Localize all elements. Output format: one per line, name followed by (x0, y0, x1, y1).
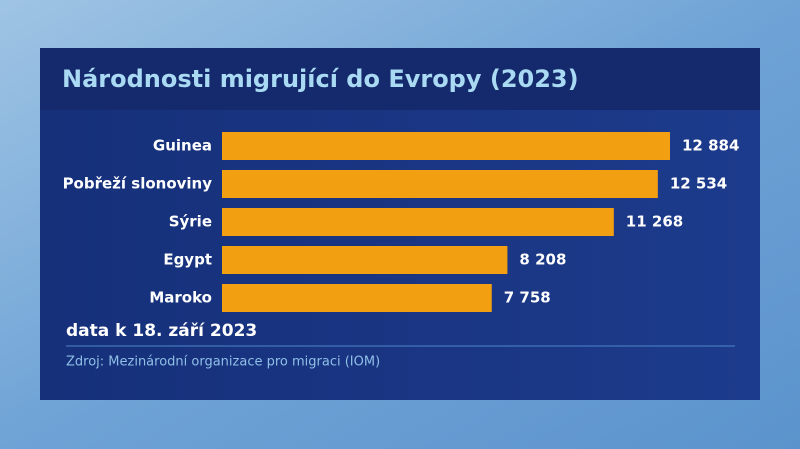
value-label: 12 884 (682, 137, 739, 155)
category-label: Guinea (153, 137, 212, 155)
value-label: 8 208 (519, 251, 566, 269)
bar (222, 208, 614, 236)
chart-title: Národnosti migrující do Evropy (2023) (62, 65, 579, 93)
note: data k 18. září 2023 (66, 321, 257, 341)
category-label: Pobřeží slonoviny (63, 175, 213, 193)
source: Zdroj: Mezinárodní organizace pro migrac… (66, 355, 380, 370)
bar (222, 170, 658, 198)
value-label: 12 534 (670, 175, 727, 193)
bar (222, 132, 670, 160)
title-band (40, 48, 760, 110)
value-label: 7 758 (504, 289, 551, 307)
value-label: 11 268 (626, 213, 683, 231)
bar (222, 284, 492, 312)
category-label: Egypt (163, 251, 212, 269)
bar (222, 246, 508, 274)
category-label: Sýrie (169, 213, 212, 231)
category-label: Maroko (149, 289, 212, 307)
